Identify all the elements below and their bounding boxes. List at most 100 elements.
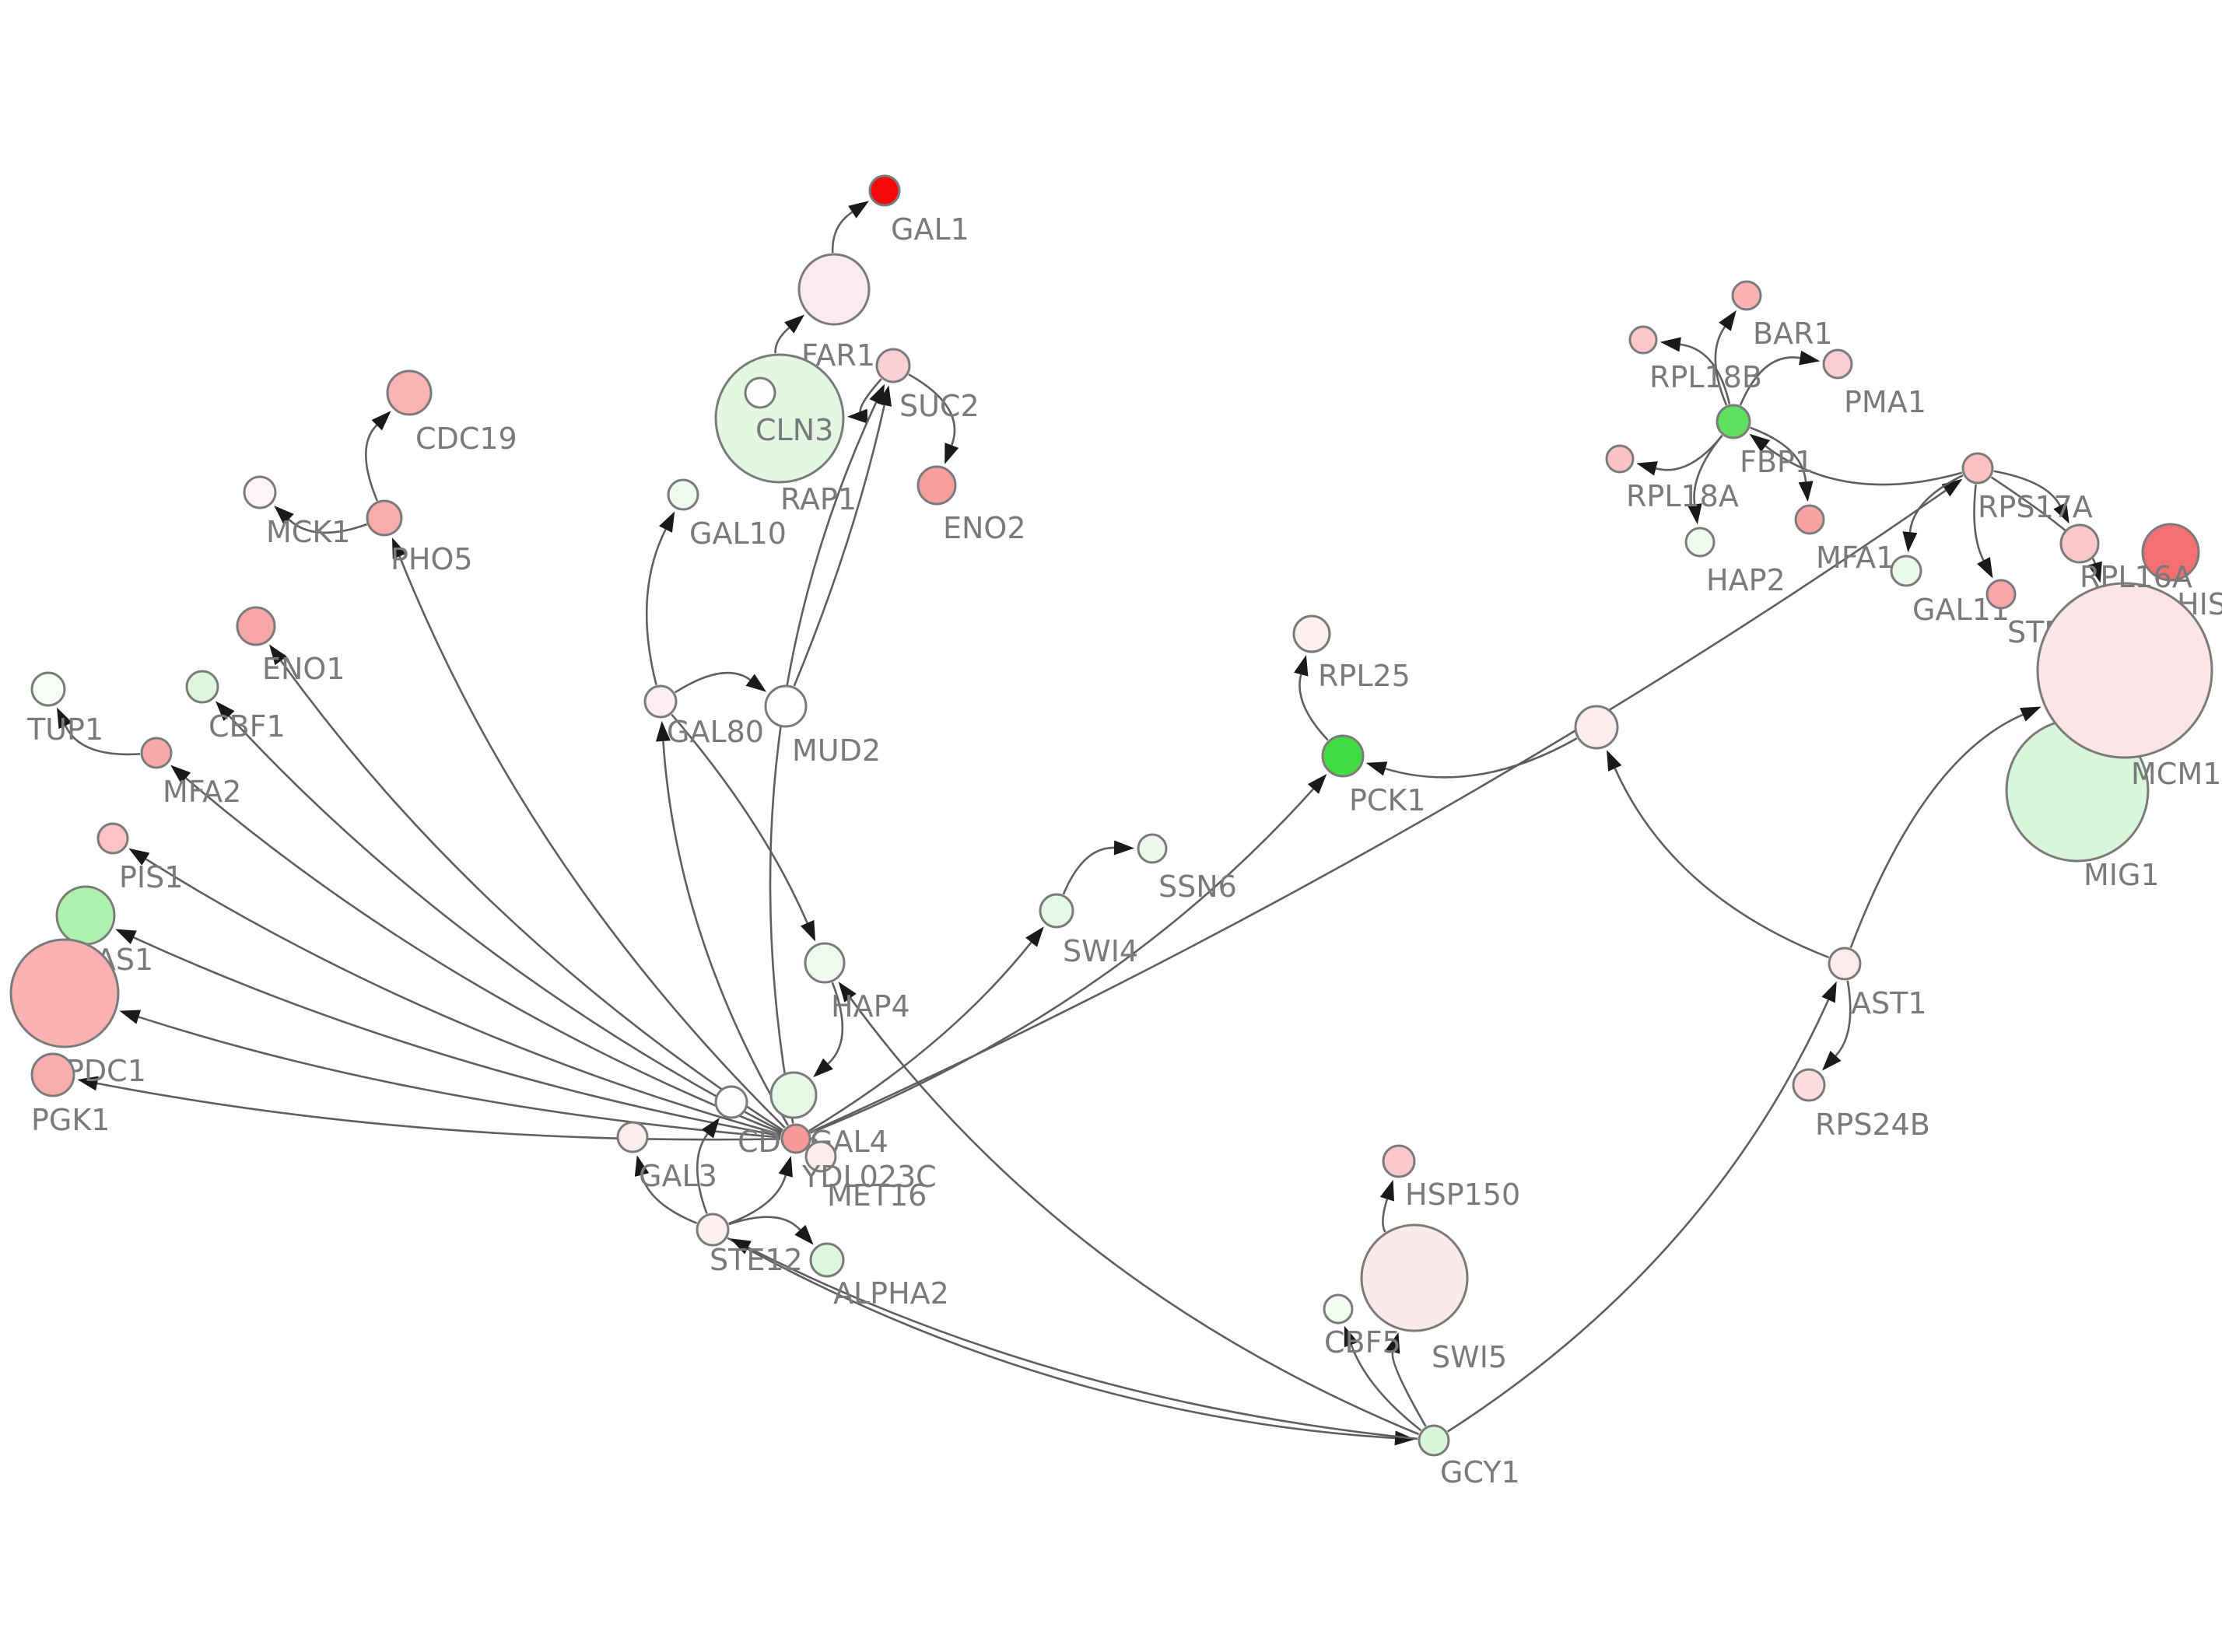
edge-AST1-XNODE[interactable] [1607,750,1829,959]
node-RAP1[interactable] [744,376,776,409]
edge-GCY1-STE12[interactable] [730,1238,1418,1440]
edge-RPS17A-STE2[interactable] [1973,484,1993,579]
edge-FBP1-MFA1[interactable] [1750,426,1814,502]
edge-YDL023C-MFA2[interactable] [170,765,782,1134]
node-ENO1[interactable] [236,606,276,646]
edge-RPS17A-GAL11[interactable] [1902,474,1964,553]
edge-YDL023C-PCK1[interactable] [810,774,1327,1134]
node-SSN6[interactable] [1137,833,1168,864]
edge-YDL023C-GAL80[interactable] [655,720,789,1126]
edge-YDL023C-RAS1[interactable] [115,929,781,1137]
node-YDL023C[interactable] [780,1123,811,1154]
node-RPL18B[interactable] [1628,325,1658,355]
edge-FBP1-RPL18B[interactable] [1659,337,1731,404]
edge-GCY1-AST1[interactable] [1446,981,1837,1433]
edge-MUD2-SUC2[interactable] [793,385,892,687]
node-CDC6[interactable] [714,1085,748,1119]
node-GAL80[interactable] [643,684,678,719]
edge-FBP1-RPL18A[interactable] [1636,435,1723,476]
node-STE12[interactable] [696,1213,730,1247]
edge-RPS17A-RPL16A[interactable] [1993,470,2070,524]
node-SWI4[interactable] [1039,893,1074,929]
edge-STE12-YDL023C[interactable] [728,1156,793,1225]
edge-GAL80-MUD2[interactable] [674,671,767,694]
node-FAR1[interactable] [797,253,871,326]
node-MCM1[interactable] [2036,582,2213,759]
edge-FBP1-HAP2[interactable] [1687,435,1723,525]
node-RPL25[interactable] [1292,614,1331,653]
node-MUD2[interactable] [764,684,808,728]
edge-YDL023C-RPS17A[interactable] [809,478,1963,1133]
node-FBP1[interactable] [1716,404,1751,439]
node-MFA2[interactable] [140,737,173,769]
edge-RPS17A-FBP1[interactable] [1749,433,1963,486]
edge-GAL80-GAL10[interactable] [645,511,675,685]
edge-PCK1-RPL25[interactable] [1294,655,1329,741]
node-CBF5[interactable] [1323,1293,1354,1325]
node-SWI5[interactable] [1360,1223,1469,1332]
node-TUP1[interactable] [30,671,66,707]
edge-GCY1-HAP4[interactable] [838,982,1420,1436]
node-PGK1[interactable] [30,1052,75,1097]
edge-YDL023C-SWI4[interactable] [808,926,1044,1132]
node-GAL11[interactable] [1890,555,1922,587]
edge-AST1-MCM1[interactable] [1849,706,2042,948]
node-PCK1[interactable] [1321,734,1365,778]
edge-GCY1-SWI5[interactable] [1386,1332,1427,1427]
node-AST1[interactable] [1828,947,1862,981]
node-SUC2[interactable] [875,348,911,383]
node-CDC19[interactable] [386,369,433,416]
edge-HAP4-GAL4[interactable] [813,982,844,1078]
node-RAS1[interactable] [55,885,116,946]
node-MET16[interactable] [804,1140,837,1173]
edge-YDL023C-SUC2[interactable] [769,383,885,1124]
edge-FBP1-PMA1[interactable] [1739,350,1821,406]
edge-STE12-ALPHA2[interactable] [728,1216,814,1245]
edge-AST1-RPS24B[interactable] [1821,980,1852,1071]
node-MFA1[interactable] [1794,504,1825,535]
edge-SWI4-SSN6[interactable] [1062,840,1135,895]
node-GCY1[interactable] [1418,1424,1450,1457]
node-PMA1[interactable] [1822,348,1853,380]
node-RPL16A[interactable] [2059,523,2100,564]
edge-STE12-CDC6[interactable] [696,1118,720,1214]
node-GAL3[interactable] [616,1121,649,1153]
edge-STE12-GAL3[interactable] [634,1155,698,1224]
node-PIS1[interactable] [96,822,129,855]
node-CLN3[interactable] [714,353,845,484]
node-PDC1[interactable] [9,938,120,1048]
edge-FBP1-BAR1[interactable] [1714,310,1737,406]
edge-YDL023C-CBF1[interactable] [215,701,783,1133]
edge-GAL80-HAP4[interactable] [671,713,816,942]
node-HSP150[interactable] [1382,1144,1416,1178]
edge-PHO5-CDC19[interactable] [365,411,391,502]
edge-FAR1-GAL1[interactable] [831,201,870,254]
edge-YDL023C-PHO5[interactable] [392,537,786,1129]
edge-MFA2-TUP1[interactable] [57,707,141,756]
node-HAP4[interactable] [804,942,846,984]
node-STE2[interactable] [1985,579,2017,610]
edge-GCY1-CBF5[interactable] [1344,1325,1422,1432]
node-GAL4[interactable] [769,1071,818,1119]
edge-PHO5-MCK1[interactable] [274,506,367,534]
node-RPL18A[interactable] [1605,444,1635,474]
node-GAL1[interactable] [868,174,901,207]
node-ALPHA2[interactable] [809,1242,845,1278]
edge-YDL023C-PIS1[interactable] [128,848,782,1136]
node-MCK1[interactable] [243,475,277,509]
node-ENO2[interactable] [916,465,957,506]
node-XNODE[interactable] [1574,705,1619,750]
edge-SUC2-CLN3[interactable] [846,378,882,424]
edge-CLN3-FAR1[interactable] [774,314,805,354]
node-GAL10[interactable] [667,478,699,511]
edge-YDL023C-PDC1[interactable] [119,1010,781,1139]
node-CBF1[interactable] [185,670,219,704]
edge-SWI5-HSP150[interactable] [1379,1179,1394,1233]
node-PHO5[interactable] [366,499,403,537]
node-BAR1[interactable] [1731,280,1762,311]
edge-SUC2-ENO2[interactable] [908,373,959,464]
node-HAP2[interactable] [1684,527,1716,558]
node-HIS4[interactable] [2141,523,2200,582]
